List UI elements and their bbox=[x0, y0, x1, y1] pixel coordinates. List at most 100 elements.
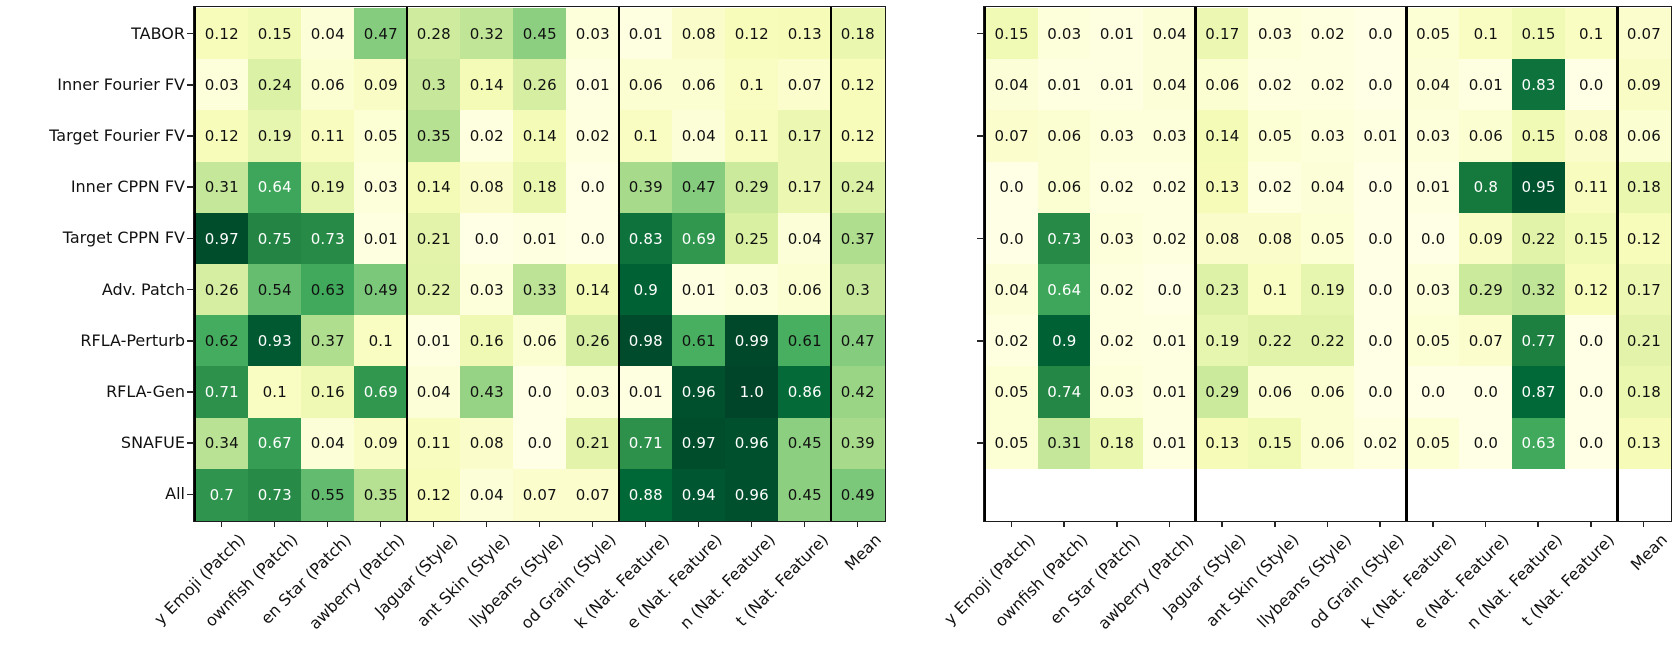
heatmap-cell: 0.24 bbox=[831, 161, 885, 214]
column-label: ownfish (Patch) bbox=[991, 530, 1092, 631]
heatmap-cell: 0.02 bbox=[1248, 161, 1302, 214]
heatmap-cell: 0.18 bbox=[831, 8, 885, 60]
heatmap-cell: 0.06 bbox=[1617, 110, 1671, 163]
heatmap-cell: 0.26 bbox=[195, 264, 249, 316]
heatmap-cell: 0.23 bbox=[1195, 264, 1250, 316]
heatmap-cell: 0.01 bbox=[354, 212, 408, 265]
heatmap-cell: 0.09 bbox=[1617, 59, 1671, 111]
x-tick bbox=[1115, 521, 1118, 527]
heatmap-cell: 0.11 bbox=[725, 110, 779, 163]
heatmap-cell: 0.83 bbox=[1511, 59, 1566, 111]
heatmap-cell: 0.21 bbox=[566, 417, 620, 470]
heatmap-cell: 0.86 bbox=[778, 366, 832, 419]
heatmap-cell: 0.03 bbox=[566, 8, 620, 60]
x-tick bbox=[1484, 521, 1487, 527]
y-tick bbox=[187, 391, 193, 393]
row-label: All bbox=[165, 484, 185, 504]
heatmap-cell: 0.07 bbox=[1617, 8, 1671, 60]
heatmap-cell: 0.42 bbox=[831, 366, 885, 419]
x-tick bbox=[1063, 521, 1065, 527]
heatmap-cell: 0.08 bbox=[460, 417, 514, 470]
heatmap-cell: 0.12 bbox=[831, 59, 885, 111]
heatmap-cell: 0.06 bbox=[778, 264, 832, 316]
y-tick bbox=[187, 84, 193, 86]
row-label: Adv. Patch bbox=[101, 279, 185, 299]
heatmap-cell: 0.01 bbox=[1143, 366, 1197, 419]
heatmap-cell: 0.29 bbox=[1195, 366, 1250, 419]
heatmap-cell: 0.02 bbox=[1090, 264, 1144, 316]
heatmap-cell: 0.47 bbox=[672, 161, 726, 214]
heatmap-cell: 0.02 bbox=[1143, 161, 1197, 214]
heatmap-cell: 0.45 bbox=[778, 417, 832, 470]
heatmap-cell: 0.22 bbox=[1301, 315, 1355, 367]
heatmap-cell: 0.1 bbox=[248, 366, 302, 419]
y-tick bbox=[187, 442, 193, 444]
heatmap-cell: 0.12 bbox=[407, 468, 461, 521]
heatmap-cell: 0.03 bbox=[1090, 110, 1144, 163]
heatmap-cell: 0.64 bbox=[1037, 264, 1091, 316]
heatmap-cell: 0.0 bbox=[513, 417, 567, 470]
x-tick bbox=[432, 521, 435, 527]
column-label: y Emoji (Patch) bbox=[940, 530, 1039, 629]
heatmap-cell: 0.69 bbox=[672, 212, 726, 265]
heatmap-cell: 0.1 bbox=[725, 59, 779, 111]
x-tick bbox=[1590, 521, 1592, 527]
heatmap-cell: 0.98 bbox=[619, 315, 673, 367]
heatmap-cell: 0.1 bbox=[619, 110, 673, 163]
heatmap-cell: 0.07 bbox=[566, 468, 620, 521]
heatmap-cell: 0.26 bbox=[513, 59, 567, 111]
heatmap-cell: 0.31 bbox=[1037, 417, 1091, 470]
heatmap-cell: 0.03 bbox=[1090, 212, 1144, 265]
x-tick bbox=[1010, 521, 1013, 527]
heatmap-cell: 0.0 bbox=[1406, 366, 1460, 419]
y-tick bbox=[977, 237, 983, 240]
heatmap-cell: 0.18 bbox=[513, 161, 567, 214]
heatmap-cell: 0.04 bbox=[460, 468, 514, 521]
heatmap-cell: 0.03 bbox=[195, 59, 249, 111]
heatmap-cell: 0.96 bbox=[725, 417, 779, 470]
heatmap-cell: 0.14 bbox=[460, 59, 514, 111]
heatmap-cell: 0.0 bbox=[513, 366, 567, 419]
heatmap-cell: 0.95 bbox=[1511, 161, 1566, 214]
heatmap-cell: 0.93 bbox=[248, 315, 302, 367]
row-label: Target Fourier FV bbox=[49, 126, 185, 145]
heatmap-cell: 0.7 bbox=[195, 468, 249, 521]
heatmap-cell: 0.03 bbox=[1406, 264, 1460, 316]
heatmap-cell: 0.04 bbox=[1301, 161, 1355, 214]
group-separator-line bbox=[405, 7, 409, 521]
heatmap-cell: 0.22 bbox=[1511, 212, 1566, 265]
heatmap-cell: 0.02 bbox=[1248, 59, 1302, 111]
heatmap-cell: 0.0 bbox=[1564, 366, 1618, 419]
heatmap-cell: 0.0 bbox=[985, 161, 1039, 214]
heatmap-cell: 0.8 bbox=[1459, 161, 1513, 214]
x-tick bbox=[326, 521, 329, 527]
heatmap-cell: 0.29 bbox=[1459, 264, 1513, 316]
heatmap-cell: 0.1 bbox=[1459, 8, 1513, 60]
heatmap-cell: 0.45 bbox=[513, 8, 567, 60]
y-tick bbox=[977, 135, 983, 137]
y-tick bbox=[187, 288, 193, 291]
heatmap-cell: 0.1 bbox=[1248, 264, 1302, 316]
x-tick bbox=[750, 521, 753, 527]
heatmap-cell: 0.04 bbox=[778, 212, 832, 265]
heatmap-cell: 0.63 bbox=[1511, 417, 1566, 470]
heatmap-cell: 0.0 bbox=[1564, 59, 1618, 111]
heatmap-cell: 0.18 bbox=[1617, 161, 1671, 214]
heatmap-cell: 0.0 bbox=[566, 212, 620, 265]
heatmap-cell: 0.01 bbox=[1143, 417, 1197, 470]
heatmap-cell: 0.03 bbox=[566, 366, 620, 419]
x-tick bbox=[1379, 521, 1381, 527]
heatmap-cell: 0.01 bbox=[1090, 8, 1144, 60]
x-tick bbox=[379, 521, 382, 527]
heatmap-cell: 0.62 bbox=[195, 315, 249, 367]
column-label: e (Nat. Feature) bbox=[1410, 530, 1514, 633]
heatmap-cell: 0.32 bbox=[1511, 264, 1566, 316]
heatmap-cell: 0.06 bbox=[1301, 417, 1355, 470]
heatmap-cell: 0.67 bbox=[248, 417, 302, 470]
heatmap-cell: 0.97 bbox=[195, 212, 249, 265]
heatmap-cell: 0.06 bbox=[1459, 110, 1513, 163]
heatmap-cell: 0.0 bbox=[1353, 264, 1408, 316]
heatmap-cell: 0.04 bbox=[301, 8, 355, 60]
heatmap-cell: 0.14 bbox=[566, 264, 620, 316]
heatmap-cell: 0.0 bbox=[1459, 366, 1513, 419]
